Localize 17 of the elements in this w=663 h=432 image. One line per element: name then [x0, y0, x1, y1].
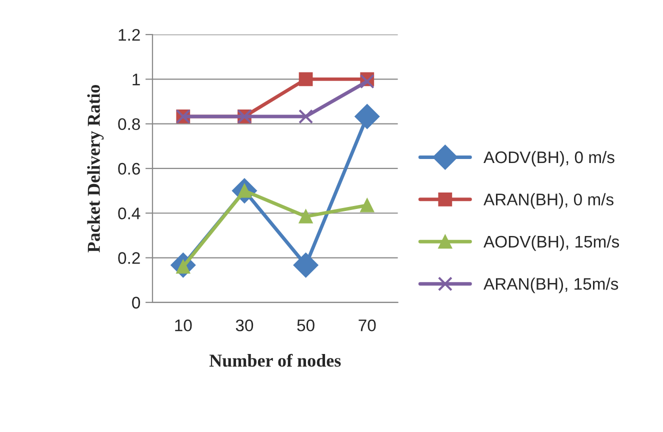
legend-label: AODV(BH), 0 m/s [484, 150, 614, 167]
legend-label: ARAN(BH), 0 m/s [484, 193, 614, 209]
x-tick-label: 50 [297, 320, 314, 332]
x-axis-title: Number of nodes [209, 354, 341, 367]
legend-label: AODV(BH), 15m/s [484, 235, 620, 251]
y-tick-label: 1.2 [118, 28, 140, 41]
legend-label: ARAN(BH), 15m/s [484, 278, 618, 294]
x-tick-label: 30 [236, 320, 254, 332]
x-tick-label: 10 [175, 320, 192, 332]
y-tick-label: 0.6 [118, 162, 140, 175]
y-tick-label: 0.2 [118, 252, 140, 264]
y-tick-label: 0.8 [118, 118, 140, 130]
y-axis-title: Packet Delivery Ratio [87, 84, 104, 252]
x-tick-label: 70 [358, 320, 376, 332]
y-tick-label: 0 [132, 296, 140, 309]
y-tick-label: 0.4 [118, 208, 140, 220]
y-tick-label: 1 [132, 74, 140, 86]
